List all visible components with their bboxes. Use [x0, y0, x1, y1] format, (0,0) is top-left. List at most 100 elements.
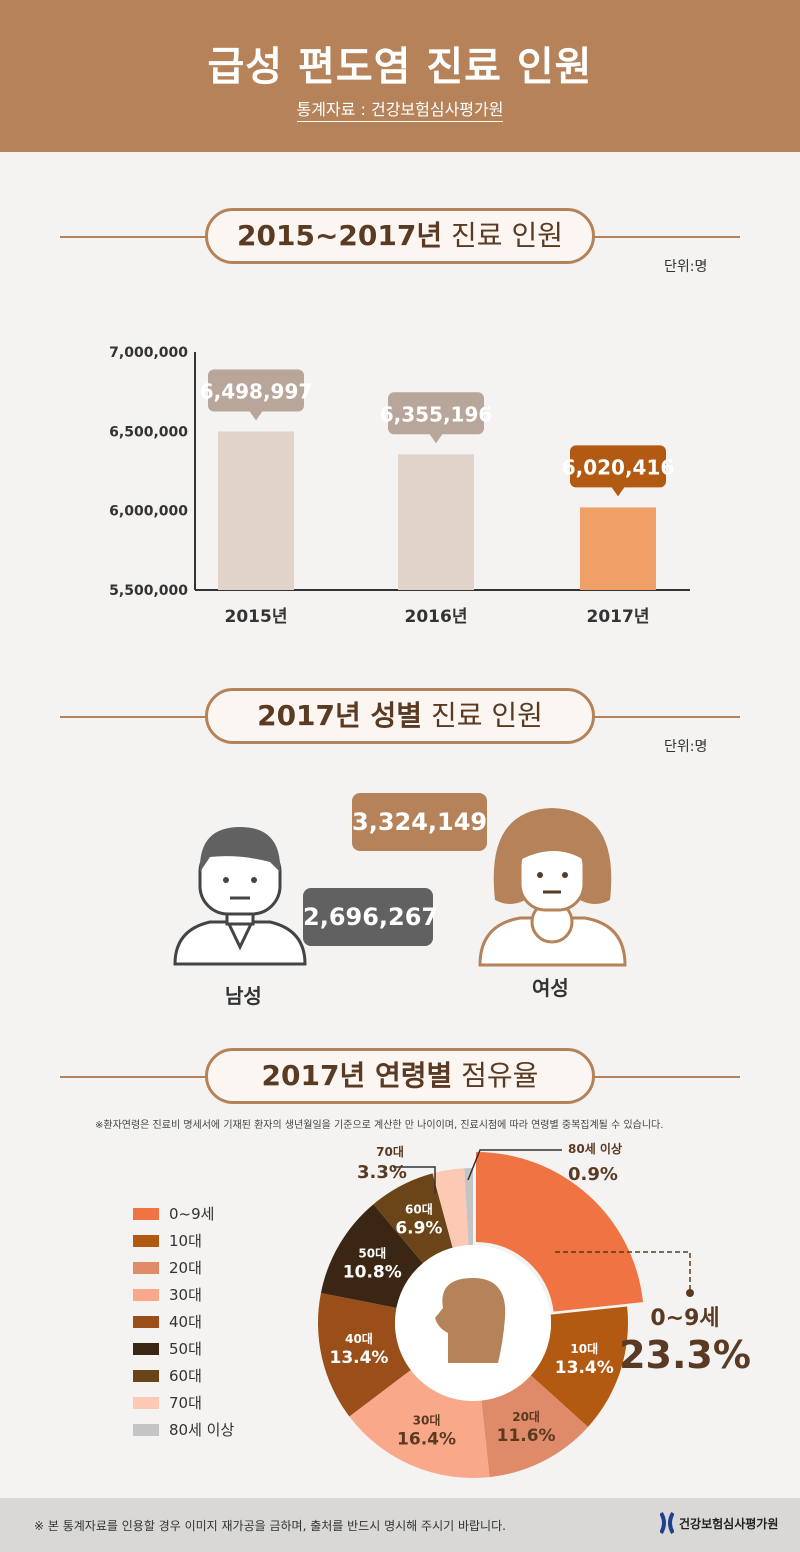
legend-label: 0~9세: [169, 1205, 215, 1223]
legend-swatch: [133, 1315, 159, 1328]
yearly-bar-chart: 5,500,000 6,000,000 6,500,000 7,000,000 6,49…: [109, 345, 690, 627]
donut-slice: [373, 1173, 453, 1264]
section-title-bold: 2017년 연령별: [261, 1059, 453, 1092]
legend-item: 80세 이상: [133, 1416, 234, 1443]
female-label: 여성: [532, 976, 569, 1000]
legend-swatch: [133, 1288, 159, 1301]
donut-slice: [432, 1168, 469, 1248]
section-title-rest: 진료 인원: [422, 699, 543, 732]
callout-line: [393, 1166, 436, 1194]
callout-dot: [686, 1289, 694, 1297]
legend-label: 10대: [169, 1232, 202, 1250]
slice-value-label: 6.9%: [395, 1218, 442, 1238]
bar: [398, 454, 474, 590]
legend-item: 50대: [133, 1335, 234, 1362]
legend-label: 50대: [169, 1340, 202, 1358]
legend-label: 70대: [169, 1394, 202, 1412]
legend-item: 70대: [133, 1389, 234, 1416]
x-tick-label: 2015년: [225, 607, 288, 627]
callout-line: [555, 1251, 691, 1290]
bar-label-bubble: [388, 392, 484, 435]
slice-category-label: 0~9세: [650, 1306, 719, 1331]
legend-label: 60대: [169, 1367, 202, 1385]
slice-value-label: 3.3%: [357, 1162, 407, 1183]
footer-notice: ※ 본 통계자료를 인용할 경우 이미지 재가공을 금하며, 출처를 반드시 명…: [34, 1519, 506, 1533]
bar-label-bubble: [208, 369, 304, 412]
bubble-tail: [611, 486, 625, 497]
donut-slice: [481, 1375, 588, 1478]
legend-label: 30대: [169, 1286, 202, 1304]
bar-value-label: 6,498,997: [200, 379, 313, 403]
logo-text: 건강보험심사평가원: [679, 1516, 779, 1531]
legend-item: 20대: [133, 1254, 234, 1281]
legend-item: 10대: [133, 1227, 234, 1254]
legend-swatch: [133, 1423, 159, 1436]
male-avatar-icon: [173, 827, 307, 966]
logo-icon: [660, 1512, 674, 1534]
legend-item: 60대: [133, 1362, 234, 1389]
bubble-tail: [249, 410, 263, 421]
slice-category-label: 10대: [570, 1342, 598, 1356]
unit-label: 단위:명: [664, 259, 708, 275]
slice-value-label: 11.6%: [497, 1426, 556, 1446]
legend-swatch: [133, 1369, 159, 1382]
header: 급성 편도염 진료 인원 통계자료 : 건강보험심사평가원: [0, 0, 800, 152]
section-title-gender: 2017년 성별 진료 인원: [205, 688, 595, 744]
age-note: ※환자연령은 진료비 명세서에 기재된 환자의 생년월일을 기준으로 계산한 만…: [95, 1120, 664, 1131]
legend-swatch: [133, 1261, 159, 1274]
legend-swatch: [133, 1342, 159, 1355]
slice-value-label: 13.4%: [555, 1358, 614, 1378]
donut-slice: [476, 1152, 644, 1312]
section-title-rest: 점유율: [452, 1059, 539, 1092]
legend-swatch: [133, 1234, 159, 1247]
bar: [218, 431, 294, 590]
footer: ※ 본 통계자료를 인용할 경우 이미지 재가공을 금하며, 출처를 반드시 명…: [0, 1498, 800, 1552]
legend-item: 40대: [133, 1308, 234, 1335]
donut-slice: [320, 1204, 423, 1308]
page-title: 급성 편도염 진료 인원: [207, 44, 593, 90]
legend-item: 0~9세: [133, 1200, 234, 1227]
slice-category-label: 80세 이상: [568, 1141, 622, 1156]
male-count-bubble: 2,696,267: [303, 888, 438, 946]
age-donut-chart: 10대 13.4% 20대 11.6% 30대 16.4% 40대 13.4% 50대 10.8%…: [318, 1141, 751, 1478]
male-label: 남성: [225, 984, 262, 1008]
x-tick-label: 2016년: [405, 607, 468, 627]
source-label: 통계자료 : 건강보험심사평가원: [296, 100, 504, 122]
donut-slice: [349, 1370, 490, 1478]
unit-label: 단위:명: [664, 739, 708, 755]
female-avatar-icon: [478, 808, 627, 967]
female-count-bubble: 3,324,149: [352, 793, 487, 851]
throat-anatomy-icon: [435, 1278, 506, 1363]
bar-value-label: 6,355,196: [380, 402, 493, 426]
slice-category-label: 60대: [405, 1202, 433, 1216]
x-tick-label: 2017년: [587, 607, 650, 627]
slice-value-label: 10.8%: [343, 1262, 402, 1282]
legend-label: 40대: [169, 1313, 202, 1331]
legend-item: 30대: [133, 1281, 234, 1308]
donut-slice: [318, 1292, 411, 1417]
y-tick-label: 6,500,000: [109, 424, 188, 440]
slice-category-label: 50대: [358, 1246, 386, 1260]
pie-legend: 0~9세 10대 20대 30대 40대 50대 60대 70대 80세 이상: [133, 1200, 234, 1443]
legend-swatch: [133, 1396, 159, 1409]
section-title-age: 2017년 연령별 점유율: [205, 1048, 595, 1104]
source-text: 통계자료 : 건강보험심사평가원: [0, 96, 800, 122]
bar: [580, 507, 656, 590]
legend-swatch: [133, 1207, 159, 1220]
slice-category-label: 70대: [376, 1145, 404, 1159]
legend-label: 20대: [169, 1259, 202, 1277]
section-title-rest: 진료 인원: [442, 219, 563, 252]
slice-category-label: 40대: [345, 1332, 373, 1346]
slice-value-label: 13.4%: [329, 1348, 388, 1368]
y-tick-label: 7,000,000: [109, 345, 188, 361]
legend-label: 80세 이상: [169, 1421, 235, 1439]
slice-value-label: 16.4%: [397, 1429, 456, 1449]
slice-value-label: 23.3%: [619, 1333, 751, 1377]
org-logo: 건강보험심사평가원: [660, 1512, 778, 1534]
donut-slice: [464, 1168, 473, 1246]
y-tick-label: 5,500,000: [109, 583, 188, 599]
section-title-yearly: 2015~2017년 진료 인원: [205, 208, 595, 264]
slice-category-label: 20대: [512, 1410, 540, 1424]
bubble-tail: [429, 433, 443, 444]
slice-value-label: 0.9%: [568, 1164, 618, 1185]
